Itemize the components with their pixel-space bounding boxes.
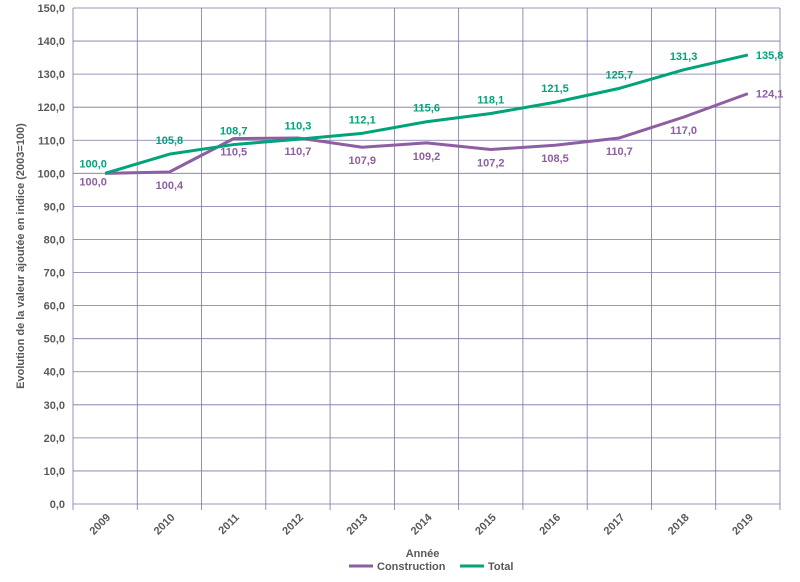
x-axis-title: Année <box>406 548 440 560</box>
x-tick-labels: 2009 2010 2011 2012 2013 2014 2015 2016 2017 2018… <box>87 511 756 537</box>
y-tick-label: 100,0 <box>37 168 65 180</box>
x-tick-label: 2011 <box>216 512 241 537</box>
data-label: 125,7 <box>606 69 634 81</box>
x-tick-label: 2019 <box>730 512 756 538</box>
data-label: 100,4 <box>156 180 184 192</box>
series-lines <box>104 53 749 175</box>
y-tick-label: 10,0 <box>44 466 65 478</box>
data-label: 107,2 <box>477 158 505 170</box>
x-tick-label: 2014 <box>409 511 435 537</box>
data-label: 109,2 <box>413 151 441 163</box>
y-axis-title: Evolution de la valeur ajoutée en indice… <box>15 123 27 389</box>
data-label: 124,1 <box>756 89 784 101</box>
data-label: 107,9 <box>348 155 376 167</box>
data-label: 110,3 <box>284 120 311 132</box>
y-tick-label: 120,0 <box>37 102 65 114</box>
legend-label-construction: Construction <box>377 561 446 573</box>
data-label: 117,0 <box>670 125 697 137</box>
x-tick-label: 2018 <box>666 512 692 538</box>
y-tick-label: 30,0 <box>44 400 65 412</box>
x-tick-label: 2013 <box>345 512 371 538</box>
x-tick-label: 2016 <box>537 512 563 538</box>
grid-lines <box>72 7 781 510</box>
data-label: 100,0 <box>79 158 107 170</box>
series-line-total <box>104 53 749 175</box>
y-tick-label: 0,0 <box>50 499 65 511</box>
y-tick-label: 140,0 <box>37 36 65 48</box>
y-tick-labels: 0,0 10,0 20,0 30,0 40,0 50,0 60,0 70,0 80,0 90,0 1… <box>37 3 65 511</box>
y-tick-label: 90,0 <box>44 201 65 213</box>
data-label: 131,3 <box>670 51 698 63</box>
y-tick-label: 50,0 <box>44 334 65 346</box>
y-tick-label: 20,0 <box>44 433 65 445</box>
legend: Construction Total <box>349 561 513 573</box>
y-tick-label: 110,0 <box>38 135 65 147</box>
data-label: 108,7 <box>220 126 248 138</box>
y-tick-label: 150,0 <box>37 3 65 15</box>
data-label: 121,5 <box>541 83 569 95</box>
x-tick-label: 2010 <box>152 512 178 538</box>
data-label: 118,1 <box>477 94 504 106</box>
series-line-construction <box>105 92 749 175</box>
x-tick-label: 2012 <box>280 512 306 538</box>
x-tick-label: 2017 <box>602 512 628 538</box>
y-tick-label: 70,0 <box>44 268 65 280</box>
x-tick-label: 2015 <box>473 512 499 538</box>
data-labels: 100,0 100,4 110,5 110,7 107,9 109,2 107,2 108,5… <box>79 50 783 192</box>
data-label: 115,6 <box>413 103 440 115</box>
y-tick-label: 60,0 <box>44 301 65 313</box>
data-label: 135,8 <box>756 50 784 62</box>
data-label: 110,5 <box>220 147 247 159</box>
y-tick-label: 40,0 <box>44 367 65 379</box>
legend-label-total: Total <box>488 561 513 573</box>
y-tick-label: 130,0 <box>37 69 65 81</box>
y-tick-label: 80,0 <box>44 234 65 246</box>
data-label: 112,1 <box>349 114 376 126</box>
data-label: 108,5 <box>541 153 569 165</box>
data-label: 105,8 <box>156 135 184 147</box>
x-tick-label: 2009 <box>87 512 113 538</box>
data-label: 110,7 <box>284 146 311 158</box>
data-label: 110,7 <box>606 146 633 158</box>
data-label: 100,0 <box>79 176 107 188</box>
